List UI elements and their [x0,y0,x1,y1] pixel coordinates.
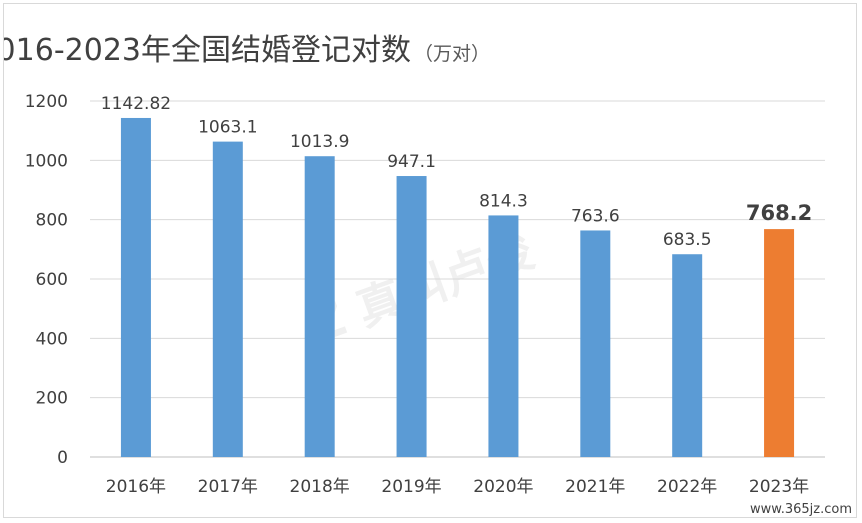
y-tick-label: 400 [36,329,68,349]
bar-2020年 [488,215,519,457]
bar-2017年 [212,141,243,458]
x-tick-label: 2019年 [381,477,441,497]
y-tick-label: 200 [36,389,68,409]
y-tick-label: 0 [57,448,68,468]
bar-2021年 [580,230,611,457]
bar-2019年 [396,176,427,458]
y-tick-label: 1000 [25,151,68,171]
x-tick-label: 2022年 [657,477,717,497]
data-label: 1063.1 [198,118,257,138]
x-tick-label: 2023年 [749,477,809,497]
data-label: 814.3 [479,191,528,211]
data-label: 1142.82 [101,94,171,114]
data-label: 763.6 [571,206,620,226]
bar-2016年 [120,117,151,457]
chart-unit: （万对） [414,43,490,65]
y-tick-label: 1200 [25,92,68,112]
x-tick-label: 2016年 [106,477,166,497]
x-tick-label: 2020年 [473,477,533,497]
bar-2022年 [672,254,703,457]
data-label: 947.1 [387,152,436,172]
bar-chart: Z 真叫卢俊 2016-2023年全国结婚登记对数 （万对） 020040060… [4,33,852,517]
site-label: www.365jz.com [750,502,852,517]
x-tick-label: 2021年 [565,477,625,497]
x-tick-label: 2017年 [198,477,258,497]
data-label: 768.2 [746,201,812,225]
chart-frame: Z 真叫卢俊 2016-2023年全国结婚登记对数 （万对） 020040060… [3,3,857,518]
bar-2018年 [304,156,335,458]
y-tick-label: 800 [36,211,68,231]
data-label: 683.5 [663,230,712,250]
x-tick-label: 2018年 [290,477,350,497]
data-label: 1013.9 [290,132,349,152]
y-tick-label: 600 [36,270,68,290]
chart-title: 2016-2023年全国结婚登记对数 [4,33,411,68]
bar-2023年 [764,229,795,457]
